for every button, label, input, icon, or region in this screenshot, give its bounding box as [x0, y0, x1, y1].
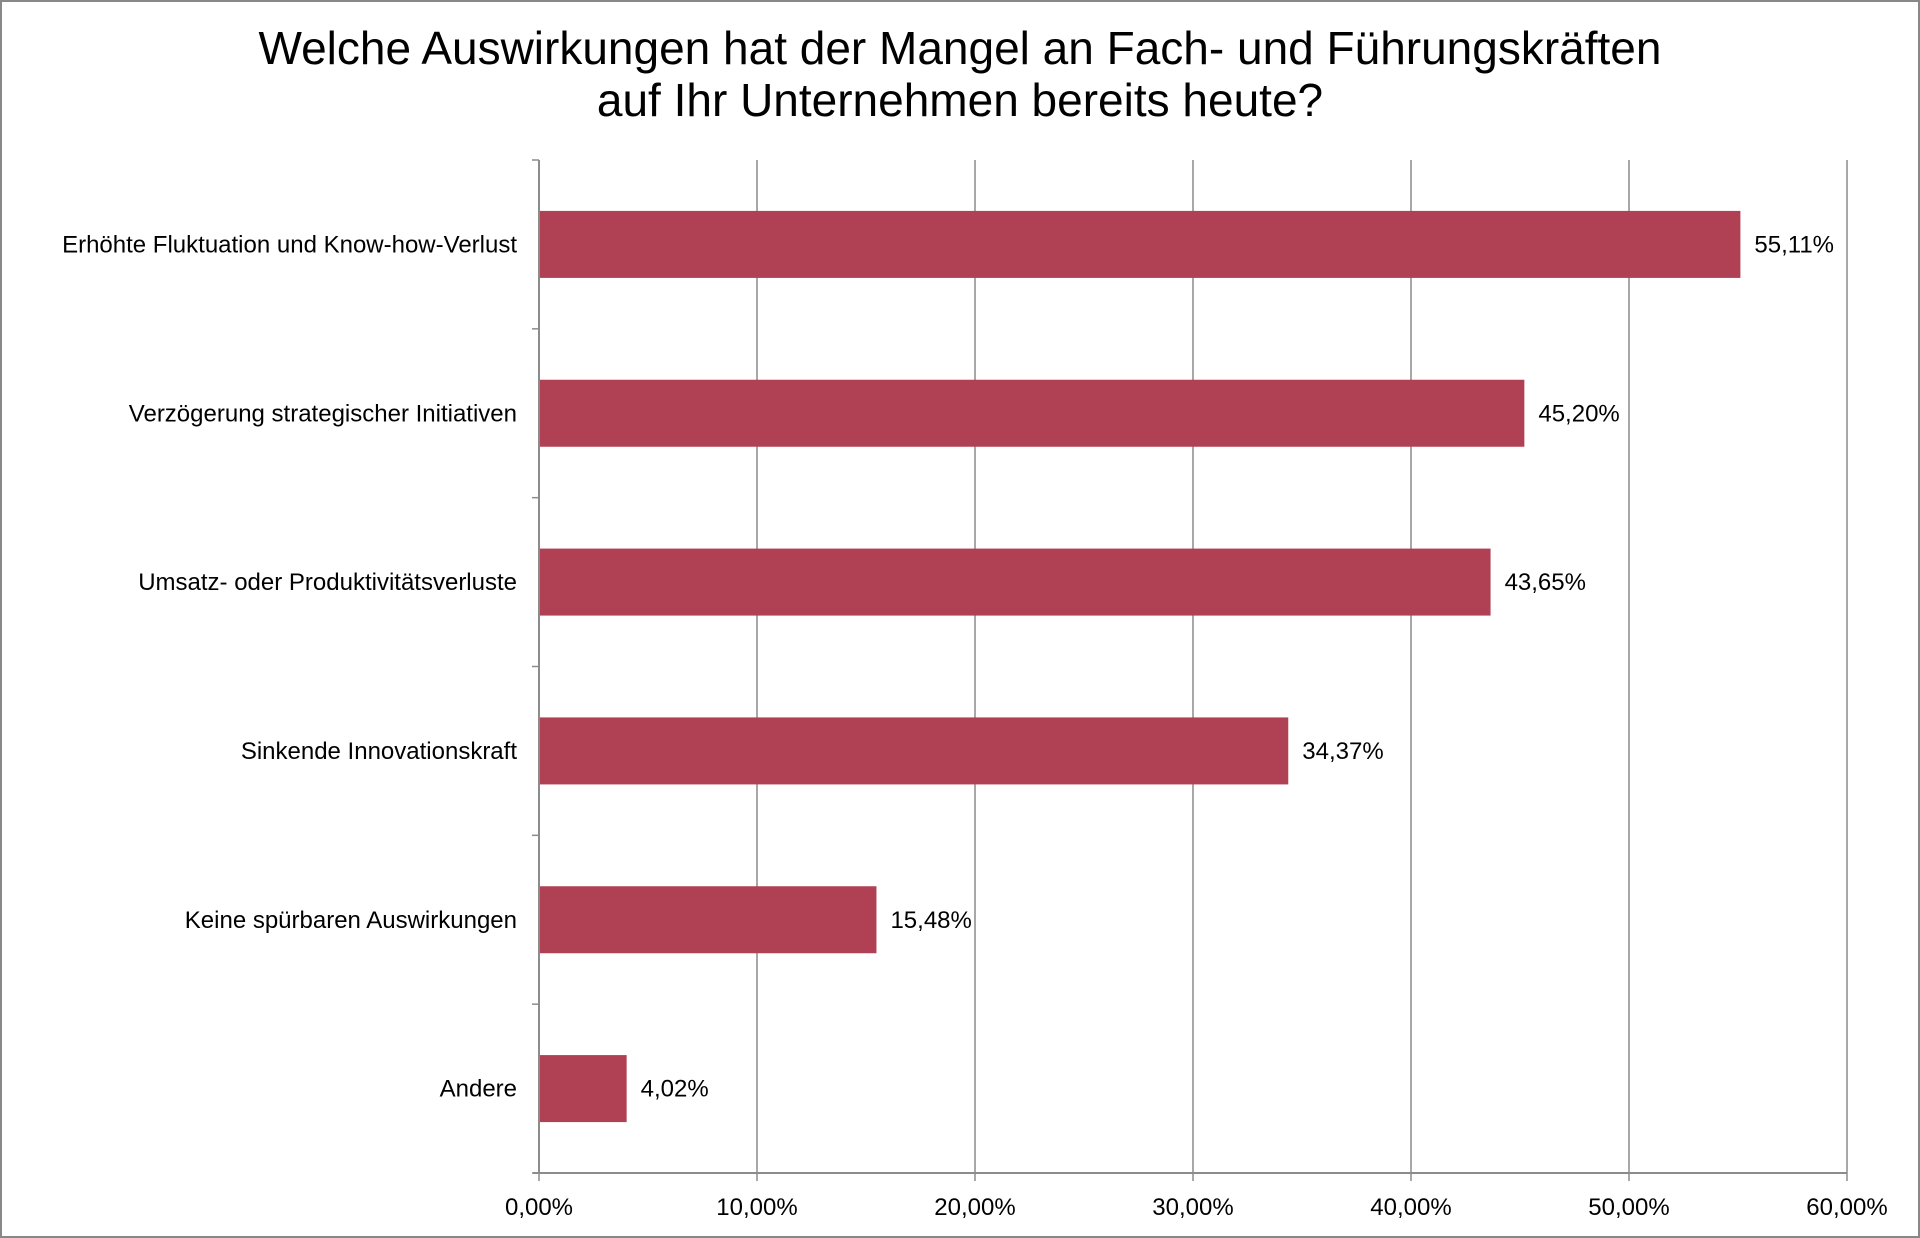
x-tick-label: 30,00% — [1152, 1194, 1233, 1221]
category-label: Erhöhte Fluktuation und Know-how-Verlust — [62, 231, 517, 258]
chart-title: Welche Auswirkungen hat der Mangel an Fa… — [0, 22, 1920, 126]
category-label: Sinkende Innovationskraft — [241, 738, 518, 765]
data-label: 15,48% — [890, 907, 971, 934]
chart-title-line-2: auf Ihr Unternehmen bereits heute? — [596, 74, 1324, 126]
bar — [540, 210, 1741, 278]
data-label: 45,20% — [1538, 400, 1619, 427]
x-tick-label: 60,00% — [1806, 1194, 1887, 1221]
x-tick-label: 40,00% — [1370, 1194, 1451, 1221]
data-label: 55,11% — [1754, 231, 1834, 258]
x-tick-label: 10,00% — [716, 1194, 797, 1221]
data-label: 43,65% — [1505, 569, 1586, 596]
bar — [540, 886, 877, 954]
category-label: Umsatz- oder Produktivitätsverluste — [138, 569, 517, 596]
chart-title-line-1: Welche Auswirkungen hat der Mangel an Fa… — [258, 22, 1662, 74]
category-label: Verzögerung strategischer Initiativen — [129, 400, 517, 427]
bar — [540, 379, 1525, 447]
bar — [540, 717, 1289, 785]
category-label: Keine spürbaren Auswirkungen — [185, 907, 517, 934]
data-label: 4,02% — [641, 1076, 709, 1103]
data-label: 34,37% — [1302, 738, 1383, 765]
x-tick-label: 0,00% — [505, 1194, 573, 1221]
bar — [540, 1055, 627, 1123]
category-label: Andere — [440, 1076, 517, 1103]
x-tick-label: 20,00% — [934, 1194, 1015, 1221]
bar — [540, 548, 1491, 616]
x-tick-label: 50,00% — [1588, 1194, 1669, 1221]
